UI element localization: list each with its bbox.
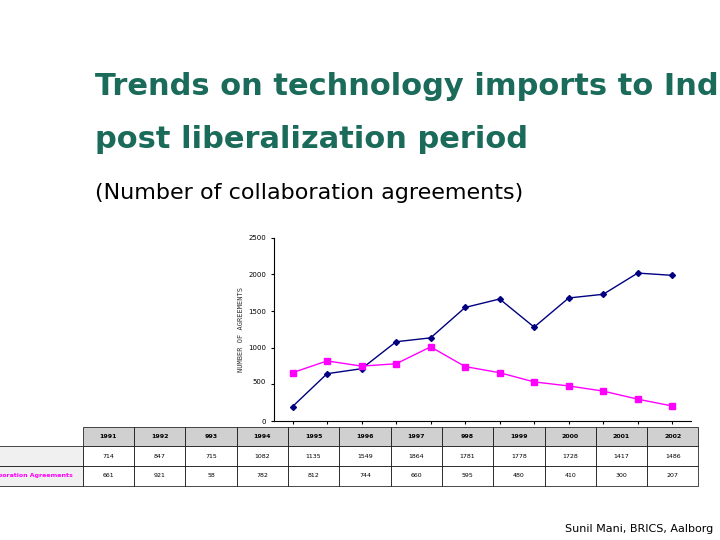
Financial Collaboration Agreements [668,403,677,409]
FD [461,304,469,310]
Financial Collaboration Agreements [599,388,608,394]
FD [323,370,331,377]
FD [668,272,677,279]
Text: 12: 12 [26,509,57,529]
Financial Collaboration Agreements [530,379,539,385]
Financial Collaboration Agreements [461,363,469,370]
Financial Collaboration Agreements [634,396,642,402]
FD [564,295,573,301]
FD [288,403,297,410]
FD [599,291,608,298]
Financial Collaboration Agreements [288,369,297,376]
Line: FD: FD [290,271,675,409]
Financial Collaboration Agreements [564,383,573,389]
FD [495,296,504,302]
Financial Collaboration Agreements [323,357,331,364]
FD [392,339,400,345]
Text: (Number of collaboration agreements): (Number of collaboration agreements) [95,183,523,202]
FD [357,366,366,372]
Financial Collaboration Agreements [426,343,435,350]
Financial Collaboration Agreements [357,363,366,369]
Text: Sunil Mani, BRICS, Aalborg: Sunil Mani, BRICS, Aalborg [564,523,713,534]
FD [426,335,435,341]
Text: post liberalization period: post liberalization period [95,125,528,154]
Text: Trends on technology imports to India during the: Trends on technology imports to India du… [95,72,720,102]
FD [530,324,539,330]
FD [634,270,642,276]
Financial Collaboration Agreements [392,361,400,367]
Y-axis label: NUMBER OF AGREEMENTS: NUMBER OF AGREEMENTS [238,287,244,372]
Line: Financial Collaboration Agreements: Financial Collaboration Agreements [290,344,675,409]
Financial Collaboration Agreements [495,369,504,376]
